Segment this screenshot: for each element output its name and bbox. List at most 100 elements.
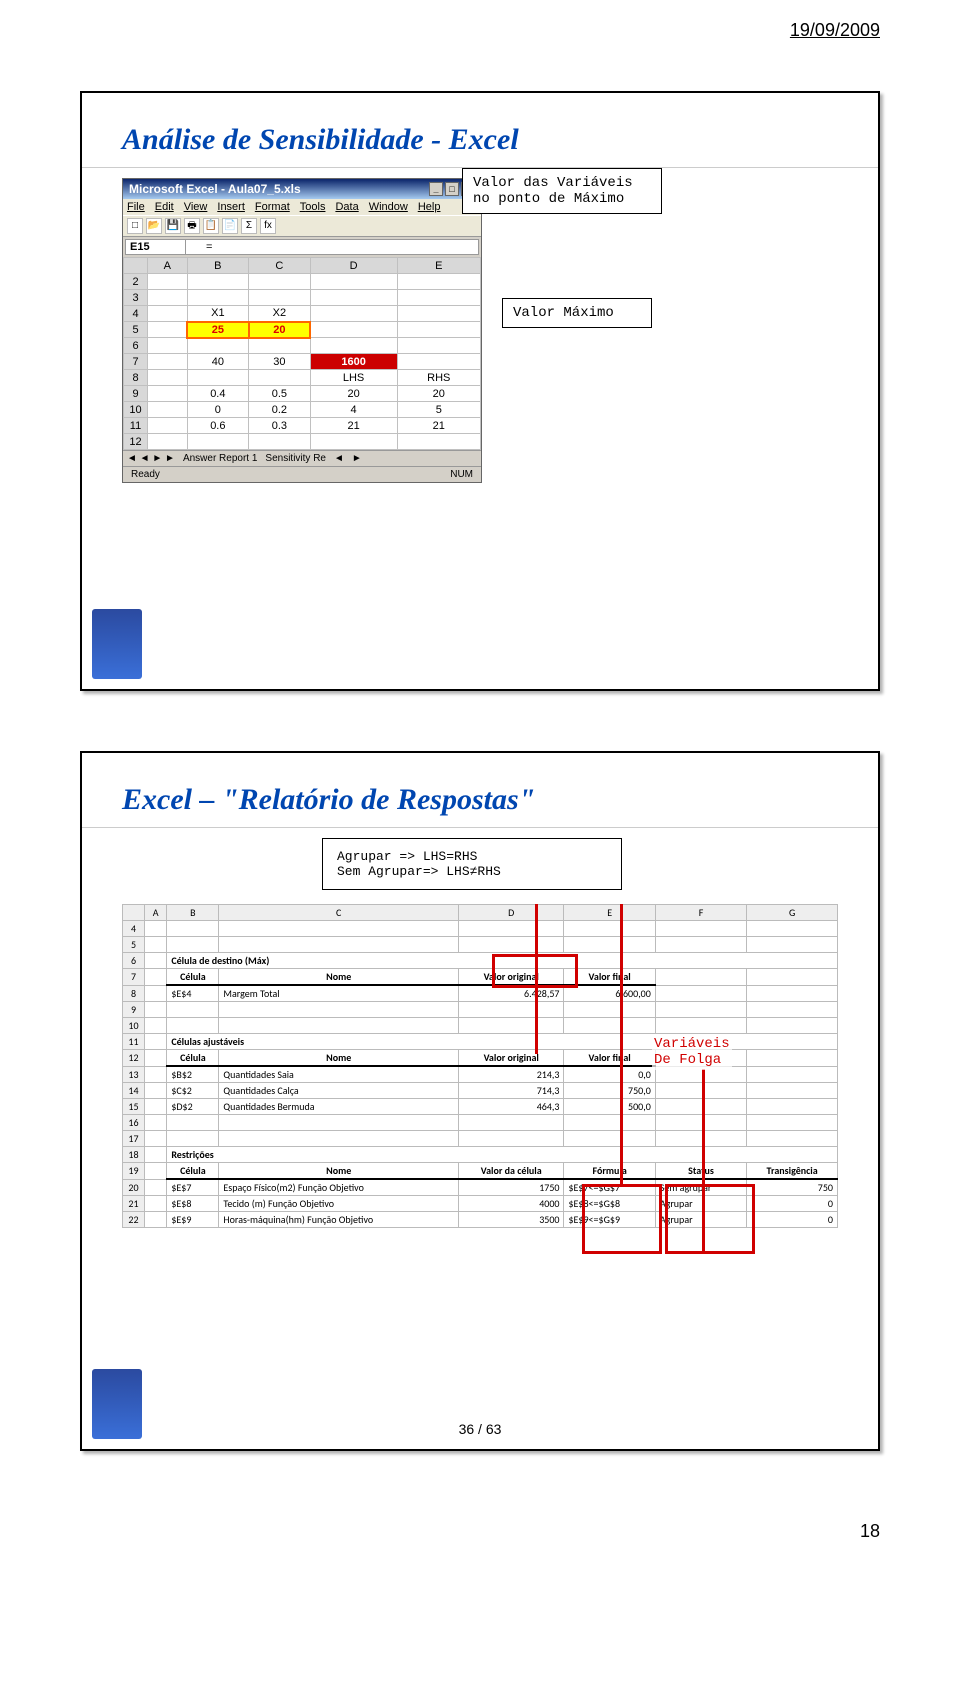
cell: [747, 937, 838, 953]
cell: [145, 1050, 167, 1067]
cell: [564, 921, 655, 937]
copy-icon[interactable]: 📋: [203, 218, 219, 234]
status-num: NUM: [450, 469, 473, 480]
row2-19: 19: [123, 1163, 145, 1180]
row2-10: 10: [123, 1018, 145, 1034]
menu-window[interactable]: Window: [369, 201, 408, 213]
cell: [148, 370, 188, 386]
excel-grid: ABCDE234X1X25252067403016008LHSRHS90.40.…: [123, 257, 481, 450]
cell: [148, 418, 188, 434]
cell: $C$2: [167, 1083, 219, 1099]
tab-sensitivity[interactable]: Sensitivity Re: [265, 453, 326, 464]
col2-C: C: [219, 905, 459, 921]
cell: 214,3: [458, 1066, 564, 1083]
open-icon[interactable]: 📂: [146, 218, 162, 234]
cell: [458, 937, 564, 953]
cell: [145, 1115, 167, 1131]
print-icon[interactable]: 🖶: [184, 218, 200, 234]
cell: [145, 1018, 167, 1034]
row-6: 6: [124, 338, 148, 354]
cell: [219, 921, 459, 937]
cell: [310, 338, 397, 354]
cell: 0,0: [564, 1066, 655, 1083]
section-header: Células ajustáveis: [167, 1034, 838, 1050]
cell: [564, 1018, 655, 1034]
cell: [310, 434, 397, 450]
cell: 20: [397, 386, 480, 402]
cell: [655, 1131, 746, 1147]
cell: [747, 1018, 838, 1034]
menu-data[interactable]: Data: [335, 201, 358, 213]
tab-answer-report[interactable]: Answer Report 1: [183, 453, 257, 464]
save-icon[interactable]: 💾: [165, 218, 181, 234]
section-header: Restrições: [167, 1147, 838, 1163]
slide2-title: Excel – "Relatório de Respostas": [82, 753, 878, 828]
cell: Tecido (m) Função Objetivo: [219, 1196, 459, 1212]
row-5: 5: [124, 322, 148, 338]
cell: [458, 1131, 564, 1147]
page-date: 19/09/2009: [0, 0, 960, 51]
cell: Nome: [219, 1050, 459, 1067]
cell: [167, 1131, 219, 1147]
formula-bar[interactable]: =: [186, 240, 478, 254]
cell: [148, 306, 188, 322]
sheet-tabs: ◄ ◄ ► ► Answer Report 1 Sensitivity Re ◄…: [123, 450, 481, 466]
agrupar-line1: Agrupar => LHS=RHS: [337, 849, 607, 864]
cell: Fórmula: [564, 1163, 655, 1180]
cell: [187, 274, 249, 290]
cell: [167, 1115, 219, 1131]
cell: 750: [747, 1179, 838, 1196]
cell: [747, 1002, 838, 1018]
row-12: 12: [124, 434, 148, 450]
menu-edit[interactable]: Edit: [155, 201, 174, 213]
paste-icon[interactable]: 📄: [222, 218, 238, 234]
cell: 0.6: [187, 418, 249, 434]
fx-icon[interactable]: fx: [260, 218, 276, 234]
cell: Sem agrupar: [655, 1179, 746, 1196]
row2-18: 18: [123, 1147, 145, 1163]
row2-5: 5: [123, 937, 145, 953]
cell: [167, 1018, 219, 1034]
row-3: 3: [124, 290, 148, 306]
cell: Nome: [219, 969, 459, 986]
row2-12: 12: [123, 1050, 145, 1067]
cell-reference: E15: [126, 240, 186, 254]
col2-D: D: [458, 905, 564, 921]
menu-file[interactable]: File: [127, 201, 145, 213]
menu-insert[interactable]: Insert: [217, 201, 245, 213]
col-D: D: [310, 258, 397, 274]
document-page-number: 18: [0, 1511, 960, 1572]
menu-tools[interactable]: Tools: [300, 201, 326, 213]
minimize-icon[interactable]: _: [429, 182, 443, 196]
cell: [167, 937, 219, 953]
cell: 714,3: [458, 1083, 564, 1099]
slide1-title: Análise de Sensibilidade - Excel: [82, 93, 878, 168]
cell: 1600: [310, 354, 397, 370]
menu-format[interactable]: Format: [255, 201, 290, 213]
cell: [145, 1131, 167, 1147]
cell: Espaço Físico(m2) Função Objetivo: [219, 1179, 459, 1196]
cell: Nome: [219, 1163, 459, 1180]
sum-icon[interactable]: Σ: [241, 218, 257, 234]
cell: [747, 985, 838, 1002]
cell: [148, 338, 188, 354]
cell: Transigência: [747, 1163, 838, 1180]
cell: [145, 1179, 167, 1196]
cell: [145, 969, 167, 986]
cell: $E$8: [167, 1196, 219, 1212]
cell: [187, 290, 249, 306]
cell: 0: [187, 402, 249, 418]
cell: 0: [747, 1212, 838, 1228]
status-bar: Ready NUM: [123, 466, 481, 482]
row2-9: 9: [123, 1002, 145, 1018]
cell: [747, 1066, 838, 1083]
cell: [397, 322, 480, 338]
cell: [655, 1083, 746, 1099]
maximize-icon[interactable]: □: [445, 182, 459, 196]
new-icon[interactable]: □: [127, 218, 143, 234]
cell: [167, 1002, 219, 1018]
cell: [148, 386, 188, 402]
menu-view[interactable]: View: [184, 201, 208, 213]
menu-help[interactable]: Help: [418, 201, 441, 213]
cell: [219, 937, 459, 953]
